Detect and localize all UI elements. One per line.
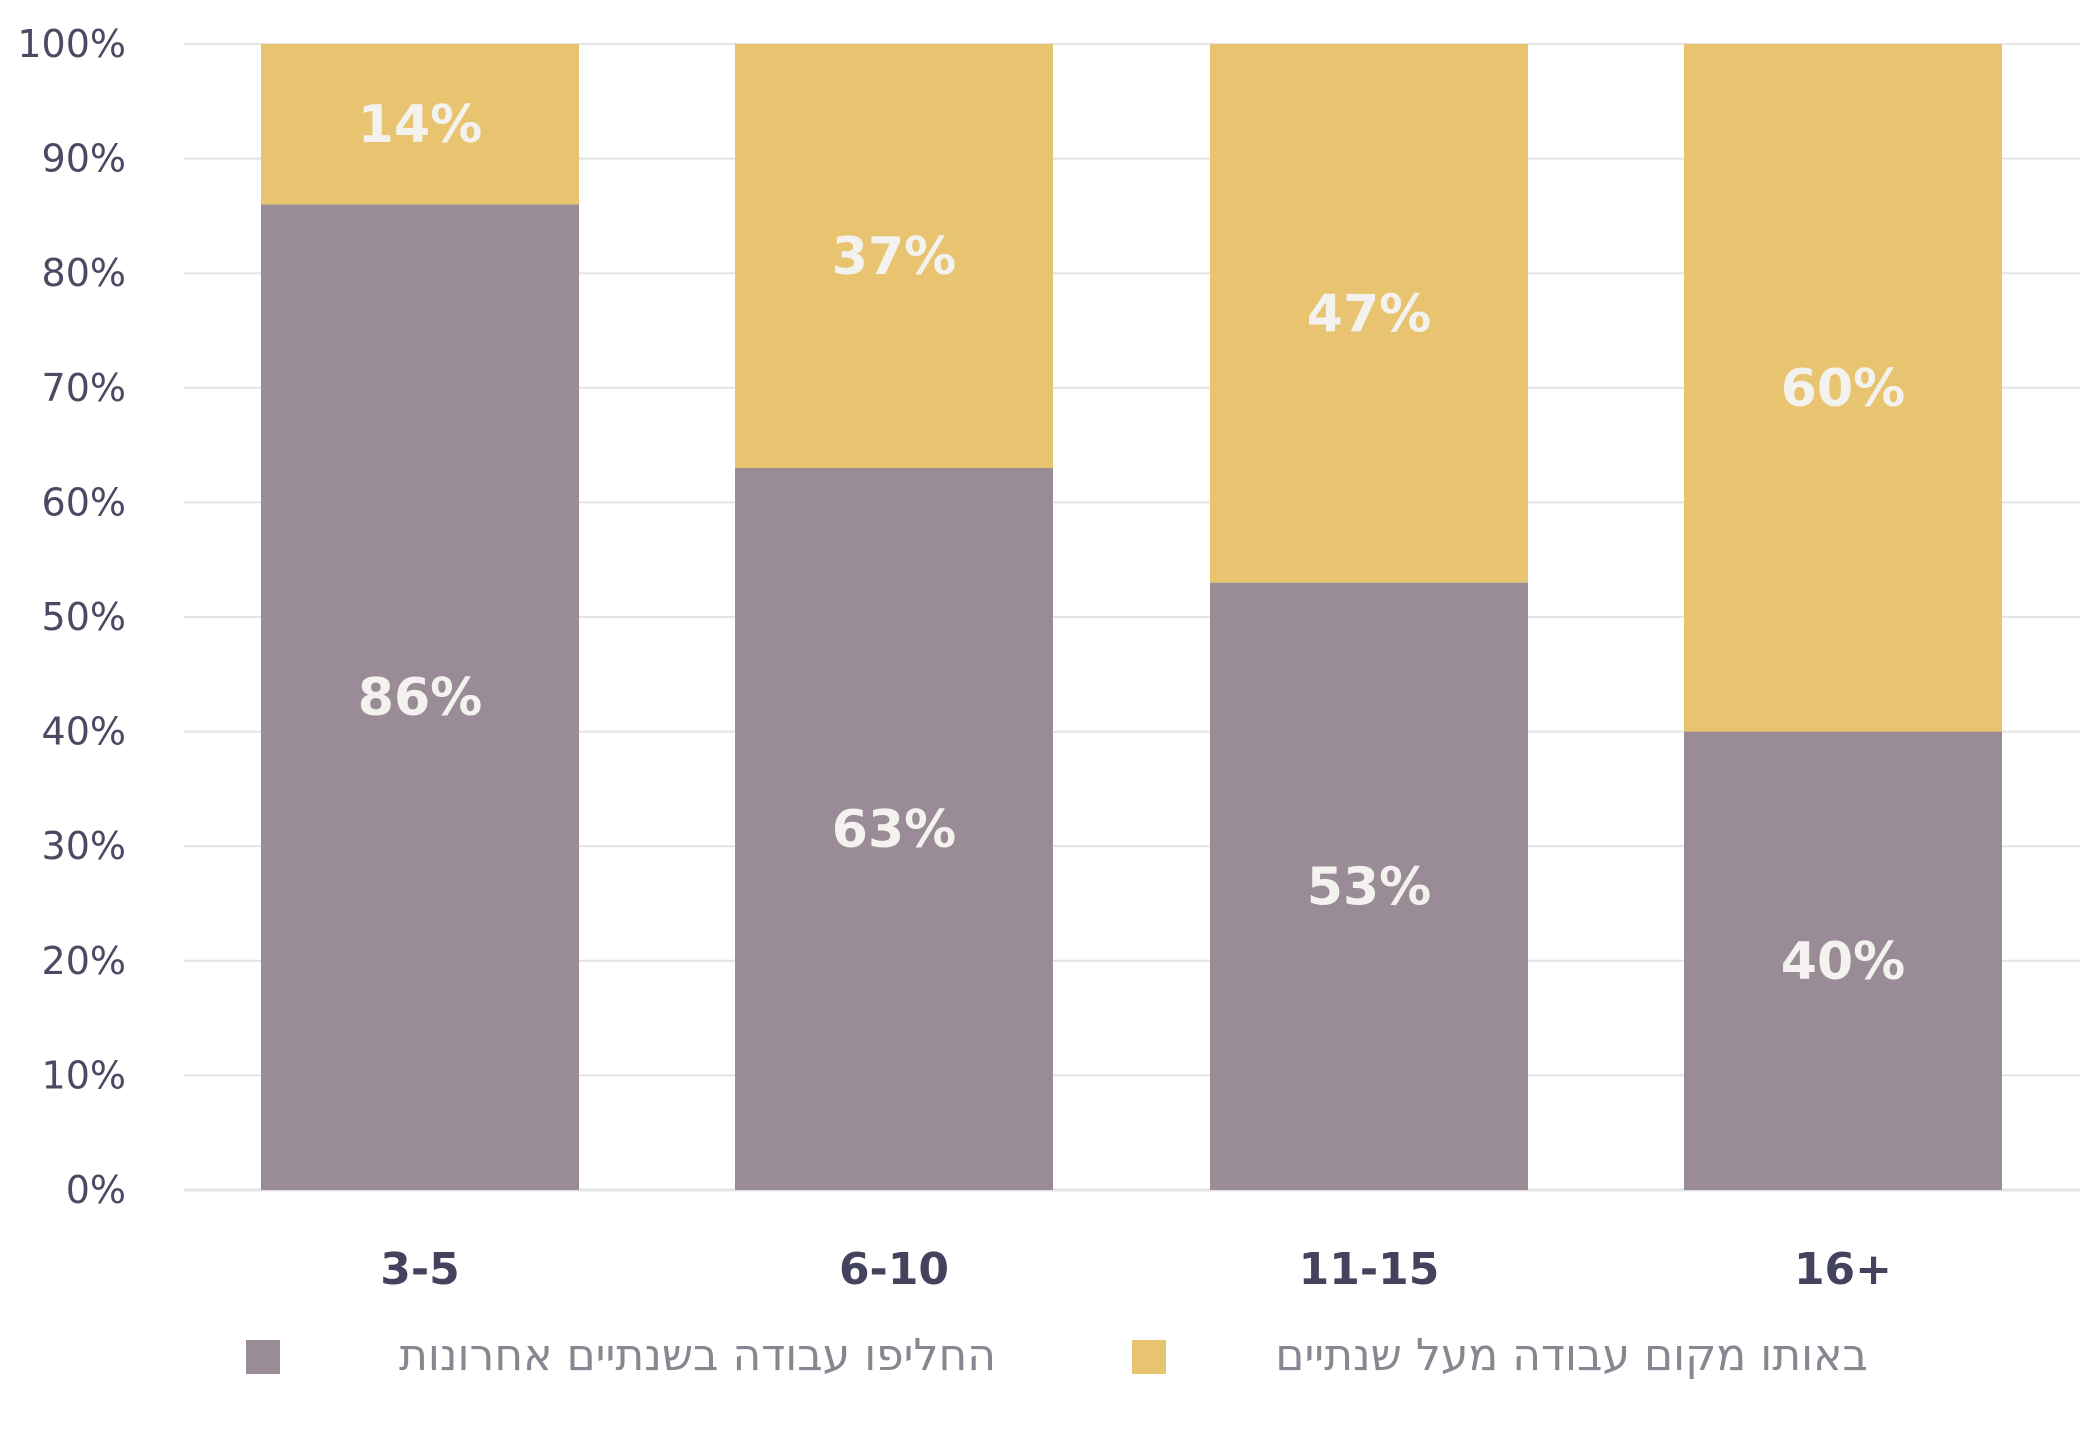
data-labels: 86% 14% 63% 37% 53% 47% 40% 60% [358, 95, 1905, 992]
y-tick-label: 80% [42, 251, 126, 295]
legend-swatch [246, 1340, 280, 1374]
data-label: 40% [1781, 932, 1905, 992]
x-tick-label: 6-10 [839, 1244, 949, 1295]
data-label: 60% [1781, 359, 1905, 419]
x-tick-label: 3-5 [380, 1244, 460, 1295]
bar-segment [261, 44, 579, 205]
y-tick-label: 100% [17, 22, 126, 66]
legend-label: החליפו עבודה בשנתיים אחרונות [399, 1330, 996, 1381]
legend-swatch [1132, 1340, 1166, 1374]
bar-segment [1684, 44, 2002, 732]
data-label: 86% [358, 668, 482, 728]
y-tick-label: 70% [42, 366, 126, 410]
legend: החליפו עבודה בשנתיים אחרונות באותו מקום ע… [246, 1330, 1868, 1381]
y-axis-ticks: 0% 10% 20% 30% 40% 50% 60% 70% 80% 90% 100% [17, 22, 126, 1212]
bar-segment [1210, 44, 1528, 583]
bars [261, 44, 2002, 1190]
bar-segment [1684, 731, 2002, 1190]
y-tick-label: 50% [42, 595, 126, 639]
y-tick-label: 30% [42, 824, 126, 868]
y-tick-label: 40% [42, 710, 126, 754]
bar-segment [1210, 582, 1528, 1190]
y-tick-label: 20% [42, 939, 126, 983]
x-tick-label: 16+ [1794, 1244, 1892, 1295]
bar-segment [261, 204, 579, 1190]
legend-label: באותו מקום עבודה מעל שנתיים [1275, 1330, 1868, 1381]
y-tick-label: 10% [42, 1053, 126, 1097]
data-label: 63% [832, 800, 956, 860]
bar-segment [735, 468, 1053, 1190]
data-label: 53% [1307, 857, 1431, 917]
data-label: 37% [832, 227, 956, 287]
y-tick-label: 60% [42, 480, 126, 524]
data-label: 14% [358, 95, 482, 155]
x-axis-categories: 3-5 6-10 11-15 16+ [380, 1244, 1892, 1295]
x-tick-label: 11-15 [1299, 1244, 1440, 1295]
bar-segment [735, 44, 1053, 469]
data-label: 47% [1307, 284, 1431, 344]
y-tick-label: 0% [66, 1168, 126, 1212]
y-tick-label: 90% [42, 137, 126, 181]
